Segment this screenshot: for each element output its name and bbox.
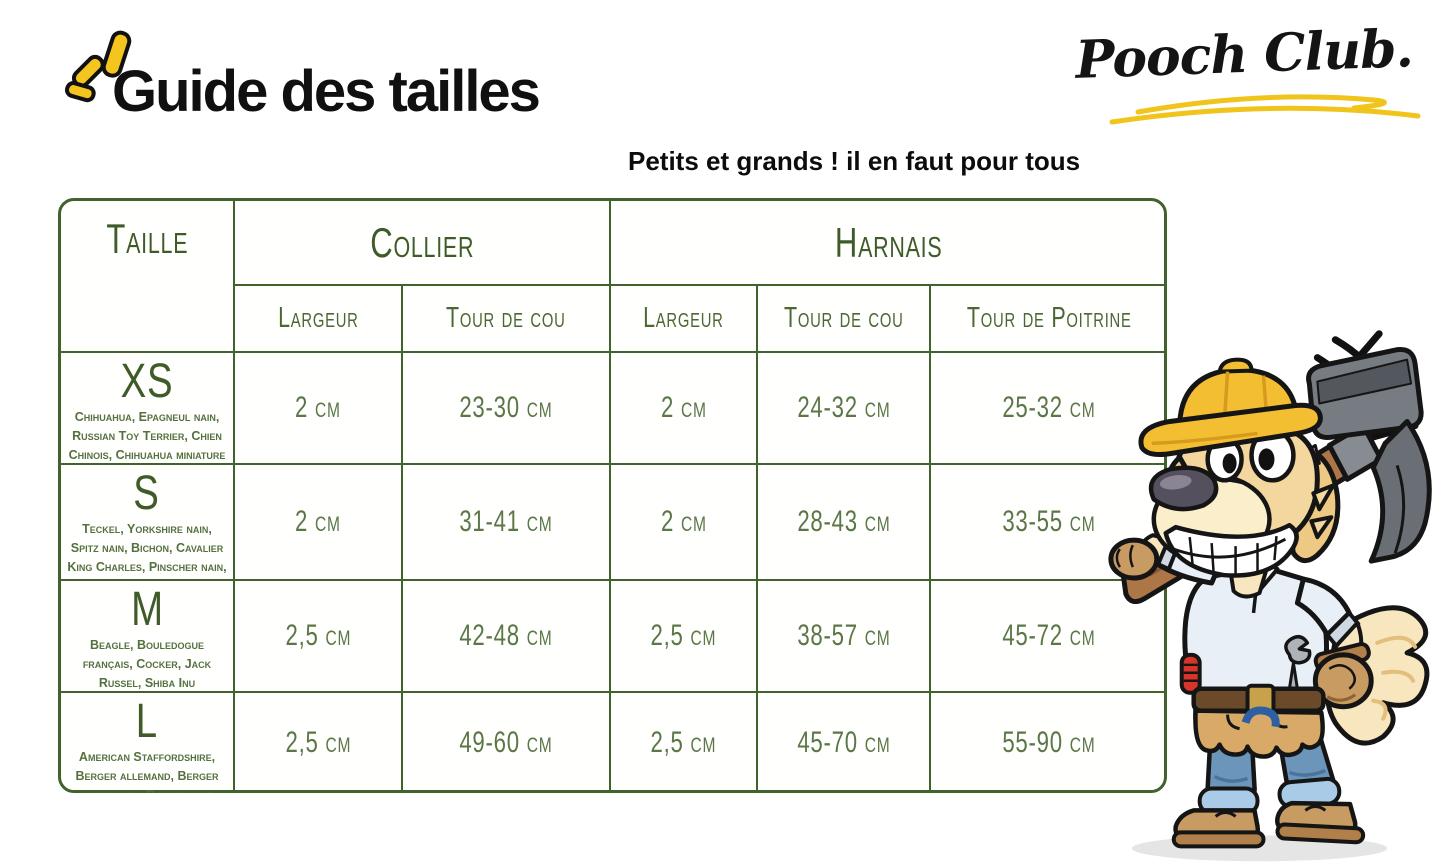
value: 2,5 cm	[285, 726, 351, 759]
row-s-size-cell: S Teckel, Yorkshire nain, Spitz nain, Bi…	[61, 465, 235, 581]
row-l-size-cell: L American Staffordshire, Berger alleman…	[61, 693, 235, 793]
subheader-label: Tour de cou	[446, 302, 566, 334]
col-header-taille: Taille	[61, 201, 235, 353]
subheader-label: Largeur	[277, 302, 359, 334]
col-header-taille-label: Taille	[106, 215, 188, 262]
subheader-harnais-tour-de-cou: Tour de cou	[758, 286, 931, 353]
xs-harnais-largeur: 2 cm	[611, 353, 758, 465]
value: 2 cm	[660, 505, 707, 538]
m-collier-tour-de-cou: 42-48 cm	[403, 581, 611, 693]
brand-logo-text: Pooch Club.	[1074, 18, 1414, 91]
m-harnais-tour-de-cou: 38-57 cm	[758, 581, 931, 693]
value: 2 cm	[295, 391, 341, 424]
emphasis-sparkle-icon	[64, 30, 132, 103]
dog-head	[1138, 357, 1341, 599]
value: 55-90 cm	[1002, 726, 1096, 759]
col-header-collier-label: Collier	[370, 218, 474, 266]
value: 42-48 cm	[459, 619, 553, 652]
value: 45-70 cm	[796, 726, 891, 759]
subheader-collier-tour-de-cou: Tour de cou	[403, 286, 611, 353]
size-label: M	[130, 583, 164, 636]
value: 2,5 cm	[285, 619, 351, 652]
subheader-collier-largeur: Largeur	[235, 286, 403, 353]
xs-collier-largeur: 2 cm	[235, 353, 403, 465]
page-title: Guide des tailles	[112, 59, 541, 124]
s-harnais-largeur: 2 cm	[611, 465, 758, 581]
logo-underline-swoosh	[1109, 94, 1421, 125]
l-collier-largeur: 2,5 cm	[235, 693, 403, 793]
s-harnais-tour-de-poitrine: 33-55 cm	[931, 465, 1167, 581]
subheader-harnais-largeur: Largeur	[611, 286, 758, 353]
tagline: Petits et grands ! il en faut pour tous	[628, 146, 1081, 176]
row-xs-size-cell: XS Chihuahua, Epagneul nain, Russian Toy…	[61, 353, 235, 465]
s-collier-tour-de-cou: 31-41 cm	[403, 465, 611, 581]
value: 24-32 cm	[796, 391, 891, 424]
value: 31-41 cm	[459, 505, 553, 538]
xs-collier-tour-de-cou: 23-30 cm	[403, 353, 611, 465]
breeds-list: Teckel, Yorkshire nain, Spitz nain, Bich…	[67, 522, 227, 574]
m-collier-largeur: 2,5 cm	[235, 581, 403, 693]
l-collier-tour-de-cou: 49-60 cm	[403, 693, 611, 793]
col-header-harnais-label: Harnais	[835, 218, 943, 266]
value: 49-60 cm	[459, 726, 553, 759]
l-harnais-tour-de-cou: 45-70 cm	[758, 693, 931, 793]
subheader-label: Largeur	[643, 302, 724, 334]
brand-logo: Pooch Club.	[1058, 18, 1430, 91]
value: 45-72 cm	[1002, 619, 1096, 652]
col-header-harnais: Harnais	[611, 201, 1167, 286]
tool-belt-icon	[1179, 634, 1326, 759]
s-collier-largeur: 2 cm	[235, 465, 403, 581]
value: 23-30 cm	[459, 391, 553, 424]
value: 2 cm	[660, 391, 707, 424]
row-m-size-cell: M Beagle, Bouledogue français, Cocker, J…	[61, 581, 235, 693]
value: 38-57 cm	[796, 619, 891, 652]
xs-harnais-tour-de-poitrine: 25-32 cm	[931, 353, 1167, 465]
value: 2,5 cm	[650, 619, 717, 652]
col-header-collier: Collier	[235, 201, 611, 286]
s-harnais-tour-de-cou: 28-43 cm	[758, 465, 931, 581]
value: 33-55 cm	[1002, 505, 1096, 538]
m-harnais-tour-de-poitrine: 45-72 cm	[931, 581, 1167, 693]
subheader-label: Tour de cou	[783, 302, 904, 334]
value: 2 cm	[295, 505, 341, 538]
size-label: L	[135, 695, 159, 748]
construction-dog-mascot	[1108, 330, 1432, 862]
l-harnais-largeur: 2,5 cm	[611, 693, 758, 793]
breeds-list: Chihuahua, Epagneul nain, Russian Toy Te…	[68, 410, 226, 462]
xs-harnais-tour-de-cou: 24-32 cm	[758, 353, 931, 465]
subheader-harnais-tour-de-poitrine: Tour de Poitrine	[931, 286, 1167, 353]
breeds-list: Beagle, Bouledogue français, Cocker, Jac…	[82, 638, 212, 690]
value: 2,5 cm	[650, 726, 717, 759]
size-label: S	[133, 467, 161, 520]
subheader-label: Tour de Poitrine	[966, 302, 1132, 334]
value: 28-43 cm	[796, 505, 891, 538]
size-label: XS	[120, 355, 174, 408]
m-harnais-largeur: 2,5 cm	[611, 581, 758, 693]
l-harnais-tour-de-poitrine: 55-90 cm	[931, 693, 1167, 793]
breeds-list: American Staffordshire, Berger allemand,…	[75, 750, 219, 793]
size-table: Taille Collier Harnais Largeur Tour de c…	[58, 198, 1167, 793]
value: 25-32 cm	[1002, 391, 1096, 424]
